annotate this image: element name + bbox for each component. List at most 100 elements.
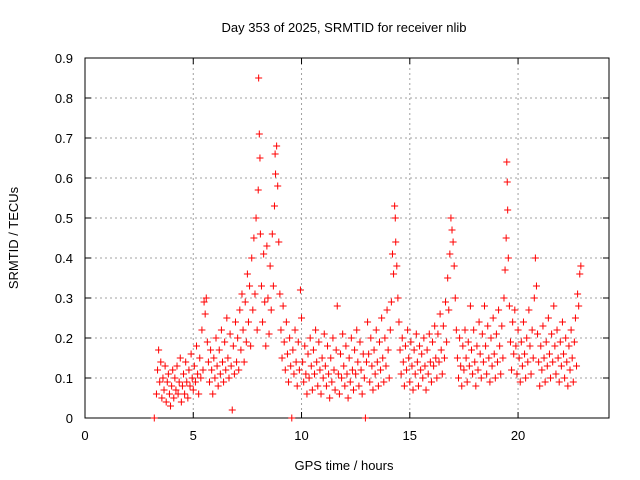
data-point [188, 374, 196, 382]
data-point [328, 378, 336, 386]
data-point [209, 390, 217, 398]
data-point [200, 298, 208, 306]
data-point [555, 378, 563, 386]
data-point [201, 310, 209, 318]
data-point [437, 346, 445, 354]
data-point [242, 338, 250, 346]
data-point [273, 142, 281, 150]
data-point [474, 366, 482, 374]
data-point [446, 250, 454, 258]
data-point [391, 202, 399, 210]
data-point [282, 318, 290, 326]
data-point [178, 382, 186, 390]
data-point [506, 338, 514, 346]
data-point [309, 346, 317, 354]
data-point [292, 358, 300, 366]
data-point [447, 214, 455, 222]
data-point [550, 302, 558, 310]
data-point [528, 326, 536, 334]
data-point [375, 338, 383, 346]
data-point [381, 334, 389, 342]
data-point [159, 374, 167, 382]
data-point [509, 318, 517, 326]
data-point [449, 238, 457, 246]
data-point [540, 354, 548, 362]
data-point [247, 342, 255, 350]
data-point [266, 262, 274, 270]
data-point [511, 306, 519, 314]
data-point [334, 370, 342, 378]
data-point [443, 338, 451, 346]
data-point [319, 374, 327, 382]
plot-border [84, 57, 610, 419]
data-point [527, 370, 535, 378]
data-point [180, 370, 188, 378]
data-point [191, 378, 199, 386]
data-point [190, 362, 198, 370]
y-tick-label: 0.5 [55, 211, 73, 226]
data-point [181, 390, 189, 398]
data-point [556, 338, 564, 346]
data-point [435, 358, 443, 366]
data-point [424, 370, 432, 378]
data-point [270, 202, 278, 210]
data-point [288, 414, 296, 422]
data-point [267, 306, 275, 314]
data-point [411, 370, 419, 378]
data-point [504, 254, 512, 262]
data-point [385, 374, 393, 382]
data-point [554, 354, 562, 362]
data-point [413, 358, 421, 366]
data-point [372, 326, 380, 334]
data-point [403, 366, 411, 374]
data-point [229, 342, 237, 350]
data-point [356, 338, 364, 346]
data-point [214, 382, 222, 390]
data-point [357, 366, 365, 374]
data-point [234, 334, 242, 342]
data-point [312, 326, 320, 334]
data-point [563, 358, 571, 366]
data-point [532, 282, 540, 290]
data-point [278, 354, 286, 362]
data-point [320, 330, 328, 338]
data-point [399, 358, 407, 366]
data-point [257, 282, 265, 290]
data-point [369, 386, 377, 394]
data-point [476, 350, 484, 358]
data-point [529, 354, 537, 362]
data-point [206, 378, 214, 386]
x-axis-label: GPS time / hours [295, 458, 394, 473]
data-point [169, 366, 177, 374]
data-point [306, 334, 314, 342]
data-point [496, 342, 504, 350]
data-point [508, 366, 516, 374]
data-point [330, 366, 338, 374]
data-point [231, 318, 239, 326]
data-point [269, 282, 277, 290]
data-point [222, 366, 230, 374]
data-point [434, 330, 442, 338]
data-point [194, 370, 202, 378]
data-point [421, 362, 429, 370]
data-point [155, 346, 163, 354]
data-point [477, 374, 485, 382]
data-point [331, 386, 339, 394]
data-point [250, 234, 258, 242]
data-point [305, 374, 313, 382]
x-axis: 0 5 10 15 20 [81, 58, 525, 443]
data-point [543, 362, 551, 370]
data-point [353, 326, 361, 334]
data-point [394, 294, 402, 302]
data-point [160, 386, 168, 394]
data-point [293, 382, 301, 390]
data-point [492, 330, 500, 338]
data-point [351, 346, 359, 354]
data-point [230, 370, 238, 378]
data-point [317, 390, 325, 398]
data-point [344, 394, 352, 402]
data-point [382, 362, 390, 370]
data-point [171, 374, 179, 382]
data-point [471, 358, 479, 366]
data-point [378, 314, 386, 322]
